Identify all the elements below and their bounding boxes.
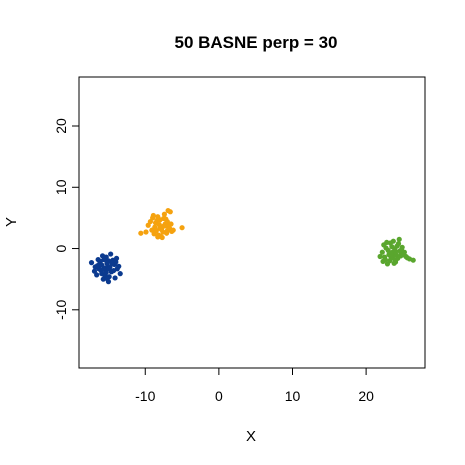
data-point (400, 252, 406, 258)
chart-title: 50 BASNE perp = 30 (175, 33, 338, 52)
series-2 (138, 207, 185, 241)
data-point (113, 255, 120, 261)
data-point (111, 267, 117, 274)
data-point (156, 222, 162, 228)
data-point (383, 245, 389, 251)
data-point (392, 249, 399, 255)
data-point (160, 229, 166, 235)
data-point (101, 256, 107, 263)
data-point (170, 227, 176, 233)
x-tick-label: 20 (358, 388, 374, 404)
data-point (381, 254, 388, 260)
x-axis: -10 0 10 20 (135, 367, 374, 404)
data-point (168, 221, 174, 227)
data-point (389, 244, 395, 250)
data-point (395, 241, 402, 247)
data-point (109, 260, 115, 266)
data-point (392, 256, 398, 263)
data-point (165, 207, 171, 214)
y-tick-label: 20 (53, 118, 69, 134)
data-point (94, 263, 101, 269)
data-point (159, 234, 165, 241)
y-tick-label: 10 (53, 179, 69, 195)
x-tick-label: 0 (215, 388, 223, 404)
data-point (155, 234, 161, 240)
data-point (388, 251, 394, 257)
data-point (404, 255, 410, 261)
data-point (379, 249, 385, 255)
data-point (103, 269, 109, 276)
data-point (99, 262, 105, 268)
series-3 (377, 236, 416, 267)
y-axis: -10 0 10 20 (53, 118, 80, 320)
data-point (377, 253, 383, 260)
data-point (108, 251, 114, 257)
data-point (387, 258, 393, 264)
data-point (163, 223, 169, 229)
y-axis-label: Y (3, 217, 20, 227)
data-point (106, 266, 112, 272)
data-point (117, 271, 123, 277)
data-point (88, 260, 95, 266)
data-point (384, 239, 390, 246)
x-tick-label: -10 (135, 388, 155, 404)
data-point (112, 275, 118, 281)
y-tick-label: -10 (53, 299, 69, 319)
data-point (91, 268, 98, 274)
data-point (116, 263, 122, 269)
series-1 (88, 251, 123, 285)
data-point (179, 225, 185, 231)
data-point (152, 227, 159, 233)
x-tick-label: 10 (285, 388, 301, 404)
data-point (104, 260, 110, 266)
data-point (104, 275, 110, 282)
y-tick-label: 0 (53, 244, 69, 252)
data-point (396, 236, 402, 242)
x-axis-label: X (246, 428, 256, 445)
data-point (161, 211, 167, 217)
data-point (150, 215, 156, 221)
data-point (138, 230, 144, 236)
data-point (410, 257, 416, 263)
data-point (143, 229, 149, 235)
data-point (157, 217, 163, 223)
data-points (88, 207, 416, 285)
data-point (398, 247, 405, 253)
data-point (390, 238, 396, 244)
data-point (380, 258, 386, 265)
